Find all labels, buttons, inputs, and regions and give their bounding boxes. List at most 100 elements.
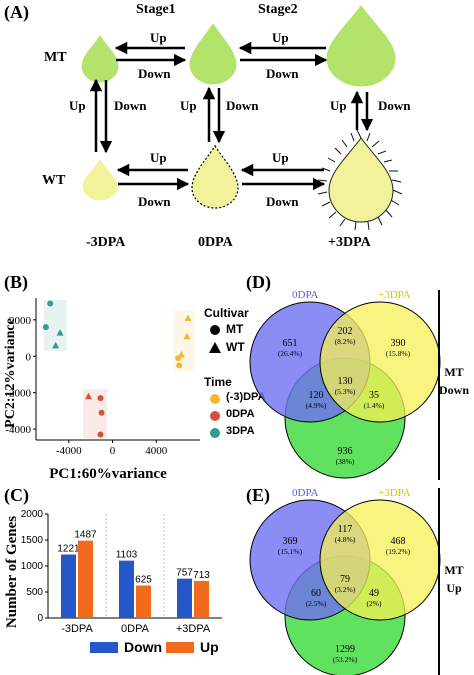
arrow-label-up-v2: Up: [180, 98, 197, 113]
venn-count-b_only: 390: [391, 338, 406, 349]
venn-count-abc: 79: [340, 574, 350, 585]
venn-diagram-e: 0DPA+3DPA-3DPA369(15.1%)468(19.2%)1299(5…: [249, 487, 464, 675]
arrow-label-up-v3: Up: [330, 98, 347, 113]
arrow-label-up-mt-1: Up: [150, 30, 167, 45]
venn-percent-abc: (5.3%): [335, 387, 356, 396]
pca-point: [175, 355, 182, 362]
venn-side-label-line2: Up: [446, 581, 462, 595]
bar-legend-swatch: [166, 642, 194, 653]
pca-point: [184, 314, 192, 322]
pca-x-axis-label: PC1:60%variance: [49, 466, 167, 482]
bar-category-label: -3DPA: [61, 623, 93, 635]
pca-y-axis-label: PC2:12%variance: [3, 318, 18, 428]
venn-diagram-d: 0DPA+3DPA-3DPA651(26.4%)390(15.8%)936(38…: [249, 289, 469, 480]
venn-set-label-0dpa: 0DPA: [292, 487, 319, 499]
bar-legend-label: Down: [124, 639, 162, 655]
legend-p3-marker: [210, 428, 220, 438]
mt-row-label: MT: [44, 50, 67, 65]
bar-down: [177, 578, 192, 618]
panel-b-label: (B): [4, 272, 28, 292]
venn-count-a_only: 651: [283, 338, 298, 349]
bar-value-label: 625: [135, 575, 152, 586]
bar-value-label: 713: [193, 570, 210, 581]
bar-value-label: 1487: [74, 530, 97, 541]
wt-row-label: WT: [42, 173, 66, 188]
venn-percent-c_only: (53.2%): [333, 655, 358, 664]
cluster-3dpa-shade: [43, 299, 67, 351]
mt-fruit-minus3: [81, 35, 119, 83]
legend-time-title: Time: [204, 375, 232, 389]
venn-count-ab: 202: [338, 326, 353, 337]
stage2-label: Stage2: [258, 2, 298, 17]
mt-fruit-0: [189, 23, 237, 85]
pca-point: [47, 300, 54, 307]
pca-point: [183, 332, 191, 340]
venn-percent-ab: (8.2%): [335, 337, 356, 346]
venn-percent-ac: (2.5%): [306, 599, 327, 608]
venn-side-label-line1: MT: [444, 563, 463, 577]
pca-y-tick-label: -2000: [5, 388, 31, 400]
venn-percent-ac: (4.9%): [306, 401, 327, 410]
wt-fruit-minus3: [82, 159, 118, 201]
arrow-label-down-v3: Down: [378, 98, 411, 113]
venn-percent-b_only: (19.2%): [386, 547, 411, 556]
venn-set-label-plus3dpa: +3DPA: [378, 289, 411, 301]
bar-category-label: 0DPA: [121, 623, 150, 635]
legend-d0-label: 0DPA: [226, 408, 255, 420]
dpa-label-minus3: -3DPA: [86, 235, 126, 250]
panel-c-label: (C): [4, 485, 29, 505]
bar-legend-label: Up: [200, 639, 219, 655]
legend-m3-label: (-3)DPA: [226, 391, 266, 403]
venn-count-ac: 120: [309, 390, 324, 401]
venn-percent-ab: (4.8%): [335, 535, 356, 544]
panel-e-label: (E): [246, 485, 270, 505]
arrow-label-down-mt-1: Down: [138, 66, 171, 81]
venn-percent-bc: (1.4%): [364, 401, 385, 410]
venn-percent-b_only: (15.8%): [386, 349, 411, 358]
arrow-label-up-v1: Up: [69, 98, 86, 113]
arrow-label-up-wt-1: Up: [150, 150, 167, 165]
venn-count-a_only: 369: [283, 536, 298, 547]
bar-up: [78, 540, 93, 618]
venn-count-c_only: 936: [338, 446, 353, 457]
legend-cultivar-title: Cultivar: [204, 306, 249, 320]
legend-m3-marker: [210, 394, 220, 404]
pca-point: [84, 392, 92, 400]
venn-count-bc: 35: [369, 390, 379, 401]
panel-a-label: (A): [4, 2, 29, 22]
bar-up: [194, 580, 209, 618]
bar-y-axis-label: Number of Genes: [4, 516, 20, 628]
venn-percent-a_only: (15.1%): [278, 547, 303, 556]
venn-set-label-0dpa: 0DPA: [292, 289, 319, 301]
bar-y-tick-label: 500: [26, 587, 43, 598]
bar-value-label: 757: [176, 568, 193, 579]
venn-side-label-line2: Down: [439, 383, 469, 397]
pca-x-tick-label: -4000: [56, 445, 82, 457]
dpa-label-0: 0DPA: [198, 235, 233, 250]
wt-fruit-0: [191, 144, 239, 209]
pca-point: [98, 409, 105, 416]
arrow-label-up-wt-2: Up: [272, 150, 289, 165]
bar-y-tick-label: 0: [37, 613, 43, 624]
bar-y-tick-label: 1500: [21, 535, 44, 546]
venn-percent-a_only: (26.4%): [278, 349, 303, 358]
bar-down: [61, 554, 76, 618]
legend-d0-marker: [210, 411, 220, 421]
pca-y-tick-label: 2000: [9, 315, 32, 327]
pca-y-tick-label: 0: [26, 351, 32, 363]
venn-count-ac: 60: [311, 588, 321, 599]
pca-point: [97, 431, 104, 438]
legend-wt-label: WT: [226, 340, 245, 354]
bar-y-tick-label: 2000: [21, 509, 44, 520]
dpa-label-plus3: +3DPA: [328, 235, 371, 250]
venn-percent-c_only: (38%): [336, 457, 355, 466]
venn-count-bc: 49: [369, 588, 379, 599]
bar-value-label: 1103: [116, 550, 138, 561]
venn-percent-bc: (2%): [367, 599, 382, 608]
venn-count-abc: 130: [338, 376, 353, 387]
legend-mt-label: MT: [226, 322, 244, 336]
venn-percent-abc: (3.2%): [335, 585, 356, 594]
arrow-label-down-v2: Down: [226, 98, 259, 113]
venn-count-b_only: 468: [391, 536, 406, 547]
